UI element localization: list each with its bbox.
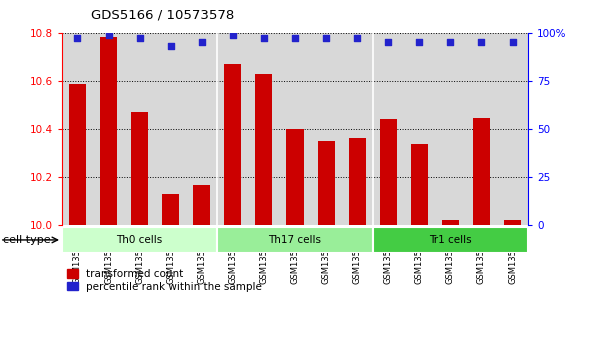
Bar [69, 84, 86, 225]
Point [477, 39, 486, 45]
Bar [411, 144, 428, 225]
Bar [224, 64, 241, 225]
Bar [194, 185, 210, 225]
Bar [442, 220, 459, 225]
Bar [217, 227, 373, 253]
Point [259, 36, 268, 41]
Point [166, 43, 175, 49]
Bar [62, 227, 217, 253]
Point [135, 36, 145, 41]
Bar [380, 119, 396, 225]
Bar [373, 227, 528, 253]
Point [445, 39, 455, 45]
Bar [255, 74, 273, 225]
Bar [287, 129, 303, 225]
Legend: transformed count, percentile rank within the sample: transformed count, percentile rank withi… [67, 269, 262, 292]
Bar [162, 194, 179, 225]
Bar [473, 118, 490, 225]
Point [73, 36, 82, 41]
Bar [504, 220, 521, 225]
Point [508, 39, 517, 45]
Text: cell type: cell type [3, 235, 51, 245]
Point [352, 36, 362, 41]
Point [290, 36, 300, 41]
Point [322, 36, 331, 41]
Bar [131, 112, 148, 225]
Text: Th17 cells: Th17 cells [268, 235, 322, 245]
Point [104, 32, 113, 37]
Bar [349, 139, 366, 225]
Text: Th0 cells: Th0 cells [116, 235, 163, 245]
Point [197, 39, 206, 45]
Text: GDS5166 / 10573578: GDS5166 / 10573578 [91, 9, 235, 22]
Bar [100, 37, 117, 225]
Bar [317, 141, 335, 225]
Point [384, 39, 393, 45]
Point [415, 39, 424, 45]
Point [228, 32, 238, 37]
Text: Tr1 cells: Tr1 cells [429, 235, 471, 245]
